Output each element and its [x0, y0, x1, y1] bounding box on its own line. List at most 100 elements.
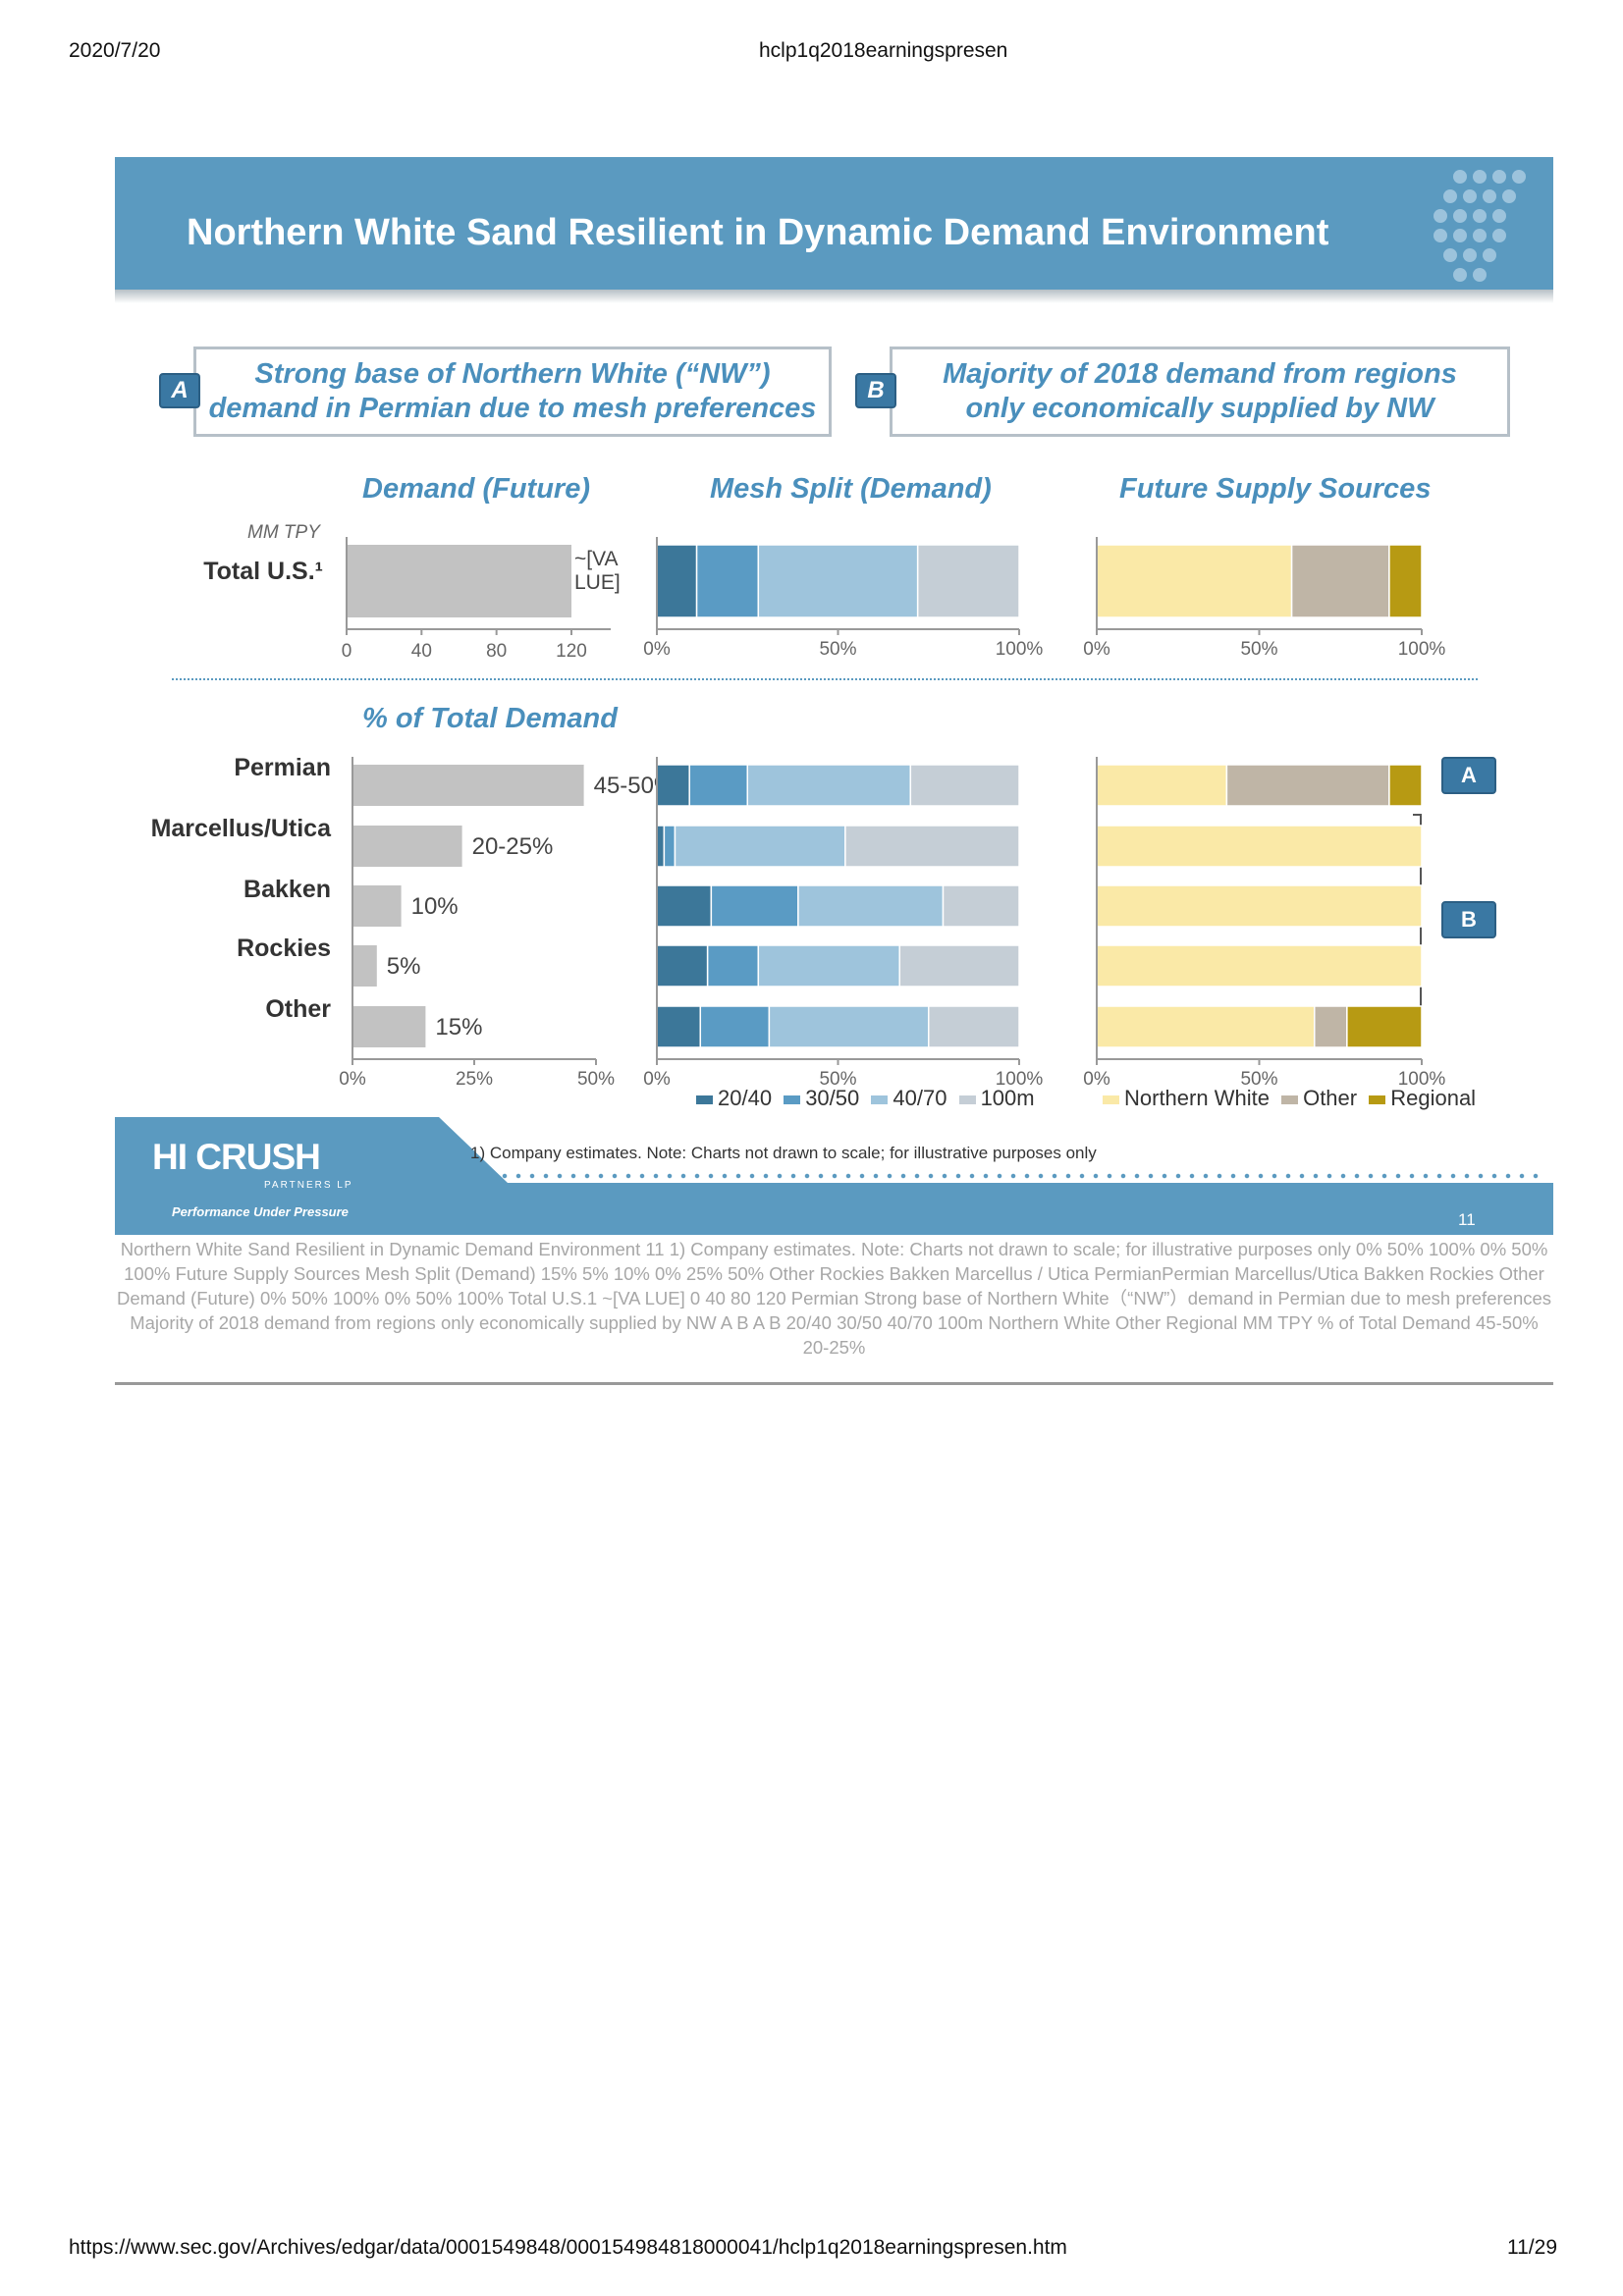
mesh-region-bar-marcellus-utica-20-40	[656, 825, 666, 868]
mesh-total-bar-total-u-s-100m	[916, 544, 1020, 618]
mesh-region-bar-bakken-20-40	[656, 884, 713, 928]
mesh-region-bar-rockies-30-50	[706, 944, 760, 988]
row-label-rockies: Rockies	[237, 934, 331, 962]
print-date: 2020/7/20	[69, 39, 161, 62]
pct-demand-label-rockies: 5%	[387, 953, 421, 980]
legend-mesh: 20/40 30/50 40/70 100m	[696, 1086, 1041, 1111]
mesh-region-bar-permian-40-70	[746, 764, 912, 807]
demand-future-bar	[347, 545, 571, 617]
callout-a-line2: demand in Permian due to mesh preference…	[208, 393, 817, 424]
section-demand-future: Demand (Future)	[362, 473, 590, 505]
dotted-rule	[470, 1173, 1541, 1179]
supply-region-tick-label-100: 100%	[1398, 1069, 1446, 1090]
mesh-region-tick-label-0: 0%	[643, 1069, 671, 1090]
mesh-region-bar-permian-100m	[909, 764, 1020, 807]
mesh-region-bar-marcellus-utica-30-50	[663, 825, 676, 868]
supply-region-bar-permian-other	[1225, 764, 1390, 807]
print-url: https://www.sec.gov/Archives/edgar/data/…	[69, 2236, 1067, 2259]
supply-total-bar-total-u-s-other	[1290, 544, 1390, 618]
supply-region-bar-other-regional	[1346, 1005, 1423, 1048]
mesh-region-bar-marcellus-utica-100m	[844, 825, 1020, 868]
row-label-bakken: Bakken	[243, 876, 331, 903]
mesh-region-bar-rockies-20-40	[656, 944, 709, 988]
legend-item-regional: Regional	[1369, 1086, 1476, 1110]
mesh-region-bar-other-30-50	[699, 1005, 771, 1048]
row-label-other: Other	[265, 995, 331, 1023]
supply-total-tick-label-0: 0%	[1083, 639, 1110, 660]
total-value-label: ~[VA LUE]	[574, 548, 621, 595]
callout-b-tag: B	[855, 373, 896, 408]
total-value-line1: ~[VA	[574, 548, 619, 570]
legend-supply: Northern White Other Regional	[1103, 1086, 1482, 1111]
pct-demand-bar-rockies	[352, 945, 377, 987]
mm-tpy-label: MM TPY	[247, 522, 320, 543]
pct-demand-tick-label-25: 25%	[456, 1069, 493, 1090]
pct-demand-label-bakken: 10%	[411, 893, 459, 920]
callout-a: Strong base of Northern White (“NW”) dem…	[193, 347, 832, 437]
pct-demand-bar-other	[352, 1006, 426, 1047]
legend-item-30-50: 30/50	[784, 1086, 859, 1110]
callout-b-line2: only economically supplied by NW	[965, 393, 1434, 424]
logo-subtitle: PARTNERS LP	[264, 1180, 353, 1191]
total-value-line2: LUE]	[574, 571, 621, 594]
supply-region-bar-marcellus-utica-northern-white	[1096, 825, 1423, 868]
pct-demand-bar-marcellus-utica	[352, 826, 462, 867]
mesh-region-bar-bakken-100m	[942, 884, 1020, 928]
logo-tagline: Performance Under Pressure	[172, 1204, 349, 1219]
slide-title: Northern White Sand Resilient in Dynamic…	[187, 212, 1329, 253]
print-page-number: 11/29	[1507, 2236, 1557, 2259]
supply-region-bar-permian-regional	[1388, 764, 1423, 807]
section-future-supply: Future Supply Sources	[1119, 473, 1432, 505]
demand-future-tick-label-40: 40	[411, 641, 432, 662]
row-label-permian: Permian	[234, 754, 331, 781]
legend-item-northern-white: Northern White	[1103, 1086, 1270, 1110]
total-us-label: Total U.S.¹	[203, 558, 323, 585]
mesh-region-bar-bakken-40-70	[797, 884, 945, 928]
charts-canvas: 0 40 80 120 0% 50% 100% 0% 50% 100%45-50%20-25%10…	[339, 537, 1446, 1090]
callout-b-line1: Majority of 2018 demand from regions	[943, 358, 1457, 390]
callout-b: Majority of 2018 demand from regions onl…	[890, 347, 1510, 437]
slide: Northern White Sand Resilient in Dynamic…	[115, 157, 1553, 1235]
supply-region-tick-label-0: 0%	[1083, 1069, 1110, 1090]
mesh-total-tick-label-50: 50%	[819, 639, 856, 660]
mesh-region-bar-other-100m	[928, 1005, 1020, 1048]
demand-future-tick-label-80: 80	[486, 641, 507, 662]
print-doc-title: hclp1q2018earningspresen	[759, 39, 1008, 62]
mesh-total-bar-total-u-s-30-50	[695, 544, 760, 618]
mesh-total-tick-label-100: 100%	[996, 639, 1044, 660]
supply-total-bar-total-u-s-northern-white	[1096, 544, 1293, 618]
mesh-region-bar-rockies-100m	[898, 944, 1020, 988]
supply-region-bar-bakken-northern-white	[1096, 884, 1423, 928]
page-rule	[115, 1382, 1553, 1385]
supply-total-bar-total-u-s-regional	[1388, 544, 1423, 618]
supply-region-bar-other-other	[1314, 1005, 1348, 1048]
mesh-region-bar-other-40-70	[768, 1005, 930, 1048]
title-bar: Northern White Sand Resilient in Dynamic…	[115, 157, 1553, 303]
footer-band	[115, 1117, 1553, 1235]
footnote: 1) Company estimates. Note: Charts not d…	[470, 1144, 1097, 1162]
row-label-marcellus-utica: Marcellus/Utica	[150, 815, 331, 842]
supply-region-tick-label-50: 50%	[1240, 1069, 1277, 1090]
supply-total-tick-label-50: 50%	[1240, 639, 1277, 660]
mesh-region-bar-other-20-40	[656, 1005, 702, 1048]
pct-demand-bar-bakken	[352, 885, 402, 927]
section-divider	[172, 678, 1478, 680]
demand-future-tick-label-0: 0	[342, 641, 352, 662]
title-shadow	[115, 290, 1553, 303]
legend-item-20-40: 20/40	[696, 1086, 772, 1110]
callout-a-tag: A	[159, 373, 200, 408]
pct-demand-label-other: 15%	[435, 1014, 482, 1041]
pct-demand-tick-label-0: 0%	[339, 1069, 366, 1090]
mesh-total-bar-total-u-s-40-70	[757, 544, 919, 618]
legend-item-other: Other	[1281, 1086, 1357, 1110]
supply-region-bar-rockies-northern-white	[1096, 944, 1423, 988]
mesh-region-bar-rockies-40-70	[757, 944, 900, 988]
demand-future-tick-label-120: 120	[556, 641, 587, 662]
company-logo: HI CRUSH	[152, 1137, 321, 1177]
legend-item-100m: 100m	[958, 1086, 1035, 1110]
mesh-total-bar-total-u-s-20-40	[656, 544, 698, 618]
section-pct-total-demand: % of Total Demand	[362, 703, 618, 734]
mesh-region-bar-permian-30-50	[688, 764, 749, 807]
pct-demand-bar-permian	[352, 765, 584, 806]
mesh-total-tick-label-0: 0%	[643, 639, 671, 660]
